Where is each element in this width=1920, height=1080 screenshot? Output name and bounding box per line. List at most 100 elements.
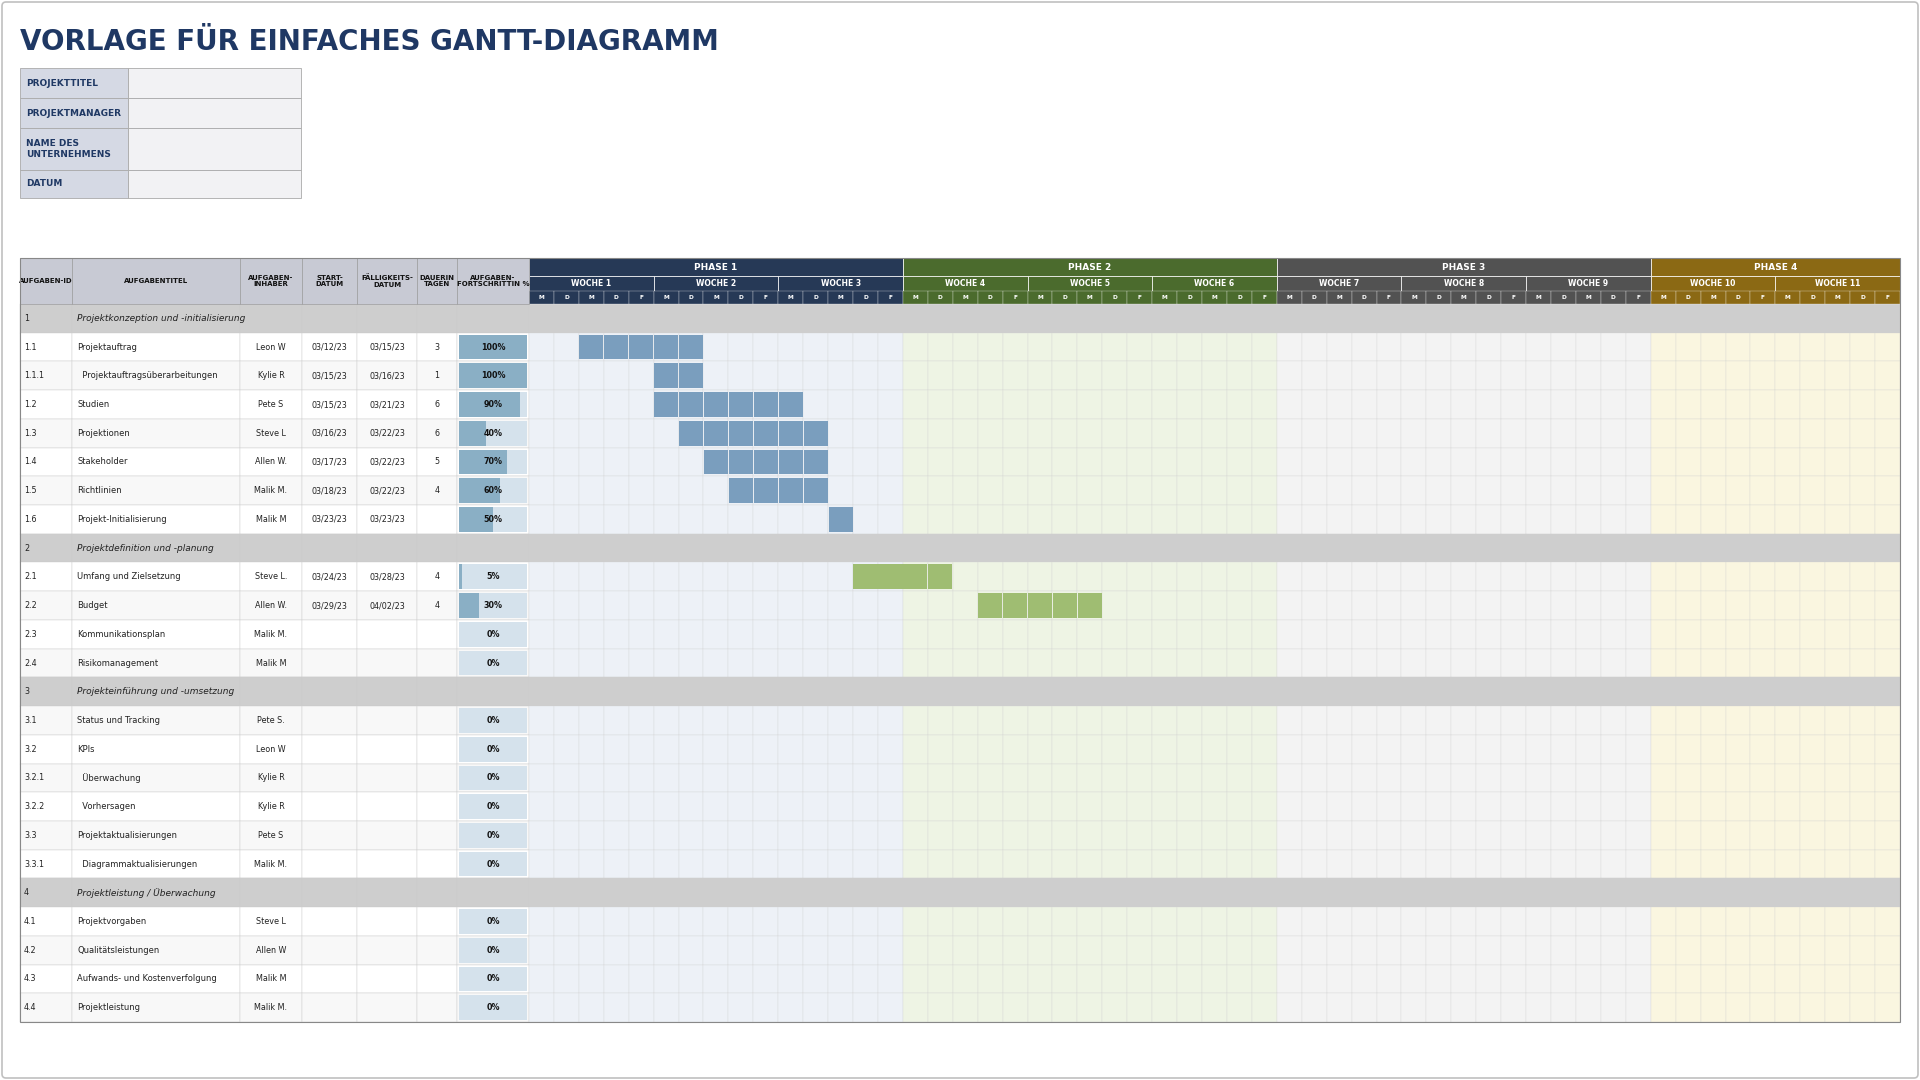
Bar bbox=[1526, 620, 1551, 649]
Bar bbox=[1352, 964, 1377, 994]
Text: Projekt-Initialisierung: Projekt-Initialisierung bbox=[77, 515, 167, 524]
Text: 3: 3 bbox=[23, 687, 29, 697]
Bar bbox=[778, 362, 803, 390]
Bar bbox=[1626, 505, 1651, 534]
Bar bbox=[1177, 964, 1202, 994]
Bar bbox=[1052, 936, 1077, 964]
Bar bbox=[1501, 706, 1526, 734]
Bar bbox=[977, 419, 1002, 447]
Bar bbox=[877, 620, 902, 649]
Bar bbox=[530, 764, 555, 793]
Bar bbox=[301, 505, 357, 534]
Bar bbox=[19, 98, 129, 129]
Bar bbox=[1851, 505, 1876, 534]
Bar bbox=[803, 706, 828, 734]
Bar bbox=[357, 994, 417, 1022]
Bar bbox=[1651, 878, 1676, 907]
Bar bbox=[927, 333, 952, 362]
Bar bbox=[1701, 390, 1726, 419]
Text: 70%: 70% bbox=[484, 458, 503, 467]
Bar bbox=[927, 565, 952, 590]
Bar bbox=[728, 303, 753, 333]
Bar bbox=[628, 476, 653, 505]
Bar bbox=[1601, 994, 1626, 1022]
Text: 1.4: 1.4 bbox=[23, 458, 36, 467]
Bar bbox=[730, 449, 753, 474]
Text: Malik M: Malik M bbox=[255, 659, 286, 667]
Bar bbox=[977, 593, 1002, 618]
Text: PHASE 3: PHASE 3 bbox=[1442, 262, 1486, 271]
Bar bbox=[1826, 677, 1851, 706]
Bar bbox=[240, 362, 301, 390]
Bar bbox=[1876, 850, 1901, 878]
Text: VORLAGE FÜR EINFACHES GANTT-DIAGRAMM: VORLAGE FÜR EINFACHES GANTT-DIAGRAMM bbox=[19, 28, 718, 56]
Bar bbox=[73, 303, 240, 333]
Bar bbox=[902, 303, 927, 333]
Bar bbox=[1377, 706, 1402, 734]
Bar bbox=[1626, 649, 1651, 677]
Bar bbox=[1077, 593, 1102, 618]
Bar bbox=[852, 591, 877, 620]
Bar bbox=[459, 335, 526, 360]
Text: Malik M.: Malik M. bbox=[255, 860, 288, 868]
Bar bbox=[1052, 850, 1077, 878]
Bar bbox=[1052, 677, 1077, 706]
Bar bbox=[129, 170, 301, 198]
Bar bbox=[1427, 994, 1452, 1022]
Bar bbox=[73, 390, 240, 419]
Bar bbox=[728, 964, 753, 994]
Bar bbox=[530, 390, 555, 419]
Bar bbox=[1177, 994, 1202, 1022]
Bar bbox=[1826, 706, 1851, 734]
Bar bbox=[828, 878, 852, 907]
Text: Qualitätsleistungen: Qualitätsleistungen bbox=[77, 946, 159, 955]
Bar bbox=[678, 994, 703, 1022]
Bar bbox=[1027, 390, 1052, 419]
Bar bbox=[1676, 994, 1701, 1022]
Bar bbox=[804, 449, 828, 474]
Bar bbox=[927, 734, 952, 764]
Bar bbox=[1202, 333, 1227, 362]
Bar bbox=[653, 534, 678, 563]
Bar bbox=[357, 303, 417, 333]
Bar bbox=[753, 333, 778, 362]
Bar bbox=[1027, 563, 1052, 591]
Bar bbox=[1701, 677, 1726, 706]
Bar bbox=[555, 291, 578, 303]
Bar bbox=[1177, 563, 1202, 591]
Bar bbox=[19, 476, 73, 505]
Text: WOCHE 8: WOCHE 8 bbox=[1444, 279, 1484, 288]
Bar bbox=[240, 878, 301, 907]
Text: WOCHE 5: WOCHE 5 bbox=[1069, 279, 1110, 288]
Bar bbox=[902, 734, 927, 764]
Bar bbox=[1177, 303, 1202, 333]
Bar bbox=[1801, 362, 1826, 390]
Bar bbox=[1327, 734, 1352, 764]
Bar bbox=[1277, 620, 1302, 649]
Bar bbox=[877, 850, 902, 878]
Bar bbox=[19, 706, 73, 734]
Bar bbox=[578, 620, 603, 649]
Bar bbox=[1152, 964, 1177, 994]
Bar bbox=[1776, 706, 1801, 734]
Bar bbox=[1876, 764, 1901, 793]
Bar bbox=[778, 793, 803, 821]
Text: 3.3: 3.3 bbox=[23, 831, 36, 840]
Bar bbox=[1776, 620, 1801, 649]
Bar bbox=[1676, 878, 1701, 907]
Bar bbox=[728, 447, 753, 476]
Bar bbox=[1676, 706, 1701, 734]
Text: 03/18/23: 03/18/23 bbox=[311, 486, 348, 495]
Bar bbox=[1052, 303, 1077, 333]
Bar bbox=[417, 850, 457, 878]
Bar bbox=[1601, 476, 1626, 505]
Bar bbox=[655, 364, 678, 388]
Bar bbox=[1352, 534, 1377, 563]
Text: Malik M.: Malik M. bbox=[255, 630, 288, 638]
Bar bbox=[1402, 850, 1427, 878]
Bar bbox=[803, 534, 828, 563]
Bar bbox=[457, 994, 530, 1022]
Bar bbox=[628, 649, 653, 677]
Bar bbox=[1277, 821, 1302, 850]
Bar bbox=[1077, 764, 1102, 793]
